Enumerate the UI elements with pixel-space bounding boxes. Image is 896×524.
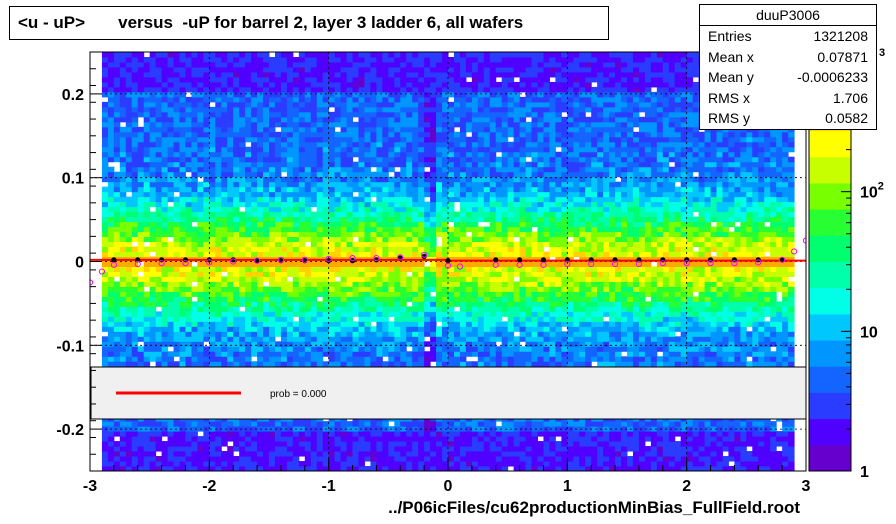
colorbar-top-exponent: 3 bbox=[879, 47, 885, 59]
stats-row-entries: Entries 1321208 bbox=[708, 28, 868, 44]
mean-magenta-point bbox=[158, 260, 165, 267]
mean-black-point bbox=[111, 257, 117, 263]
chart-title: <u - uP> versus -uP for barrel 2, layer … bbox=[9, 6, 609, 40]
mean-magenta-point bbox=[182, 260, 189, 267]
mean-magenta-point bbox=[134, 260, 141, 268]
mean-black-point bbox=[564, 257, 570, 263]
mean-black-point bbox=[135, 257, 141, 263]
mean-magenta-point bbox=[110, 261, 117, 268]
y-tick-label: 0.2 bbox=[62, 87, 84, 104]
stats-row-rms-y: RMS y 0.0582 bbox=[708, 110, 868, 126]
x-tick-label: 0 bbox=[444, 478, 453, 495]
mean-magenta-point bbox=[635, 260, 643, 268]
mean-black-point bbox=[779, 257, 785, 263]
mean-magenta-point bbox=[325, 255, 332, 263]
mean-magenta-point bbox=[444, 262, 452, 269]
mean-magenta-point bbox=[707, 260, 714, 267]
legend-box: prob = 0.000 bbox=[90, 366, 807, 420]
y-tick-label: -0.2 bbox=[56, 422, 84, 439]
mean-magenta-point bbox=[492, 261, 499, 268]
mean-magenta-point bbox=[755, 259, 762, 266]
mean-black-point bbox=[373, 257, 379, 263]
mean-magenta-point bbox=[456, 263, 464, 270]
mean-black-point bbox=[230, 257, 236, 263]
mean-black-point bbox=[326, 258, 332, 264]
x-tick-label: -2 bbox=[202, 478, 216, 495]
mean-magenta-point bbox=[206, 259, 213, 266]
stats-name: duuP3006 bbox=[700, 5, 876, 26]
mean-black-point bbox=[421, 253, 427, 260]
mean-black-point bbox=[612, 257, 618, 263]
mean-magenta-point bbox=[540, 261, 547, 268]
mean-magenta-point bbox=[802, 237, 806, 244]
mean-magenta-point bbox=[659, 260, 666, 267]
stats-row-mean-x: Mean x 0.07871 bbox=[708, 48, 868, 65]
mean-magenta-point bbox=[790, 248, 798, 255]
x-tick-label: -1 bbox=[322, 478, 336, 495]
mean-magenta-point bbox=[683, 260, 690, 267]
mean-magenta-point bbox=[301, 256, 308, 263]
y-tick-label: 0.1 bbox=[62, 171, 84, 188]
stats-row-rms-x: RMS x 1.706 bbox=[708, 89, 868, 106]
mean-magenta-point bbox=[230, 258, 237, 265]
mean-magenta-point bbox=[731, 260, 738, 267]
mean-magenta-point bbox=[373, 255, 380, 262]
mean-magenta-point bbox=[611, 260, 619, 268]
colorbar-tick-label: 102 bbox=[860, 181, 884, 202]
stats-box: duuP3006 Entries 1321208 Mean x 0.07871 Me… bbox=[699, 4, 877, 130]
axes: -3 -2 -1 0 1 2 3 -0.2 -0.1 0 0.1 0.2 bbox=[56, 51, 811, 495]
data-series bbox=[90, 237, 806, 286]
mean-black-point bbox=[493, 257, 499, 263]
mean-magenta-point bbox=[516, 261, 523, 268]
y-tick-label: -0.1 bbox=[56, 338, 84, 355]
mean-magenta-point bbox=[277, 256, 285, 263]
mean-magenta-point bbox=[98, 268, 106, 275]
colorbar-tick-label: 10 bbox=[860, 324, 878, 341]
colorbar-tick-label: 1 bbox=[860, 464, 869, 481]
mean-black-point bbox=[517, 257, 523, 263]
mean-black-point bbox=[445, 258, 451, 264]
mean-magenta-point bbox=[564, 260, 571, 268]
mean-black-point bbox=[540, 257, 547, 263]
x-tick-label: 3 bbox=[802, 478, 811, 495]
mean-magenta-point bbox=[253, 257, 261, 264]
y-tick-label: 0 bbox=[75, 255, 84, 272]
mean-magenta-point bbox=[779, 256, 786, 263]
mean-magenta-point bbox=[588, 260, 595, 268]
legend-text: prob = 0.000 bbox=[270, 389, 327, 400]
mean-magenta-point bbox=[421, 251, 428, 258]
stats-row-mean-y: Mean y -0.0006233 bbox=[708, 69, 868, 85]
x-tick-label: -3 bbox=[83, 478, 97, 495]
x-tick-label: 1 bbox=[563, 478, 572, 495]
mean-black-point bbox=[636, 257, 642, 263]
footer-filename: ../P06icFiles/cu62productionMinBias_Full… bbox=[388, 498, 800, 517]
x-tick-label: 2 bbox=[682, 478, 691, 495]
mean-magenta-point bbox=[349, 255, 356, 262]
mean-magenta-point bbox=[397, 254, 404, 261]
mean-black-point bbox=[588, 257, 594, 263]
mean-black-point bbox=[254, 258, 260, 264]
